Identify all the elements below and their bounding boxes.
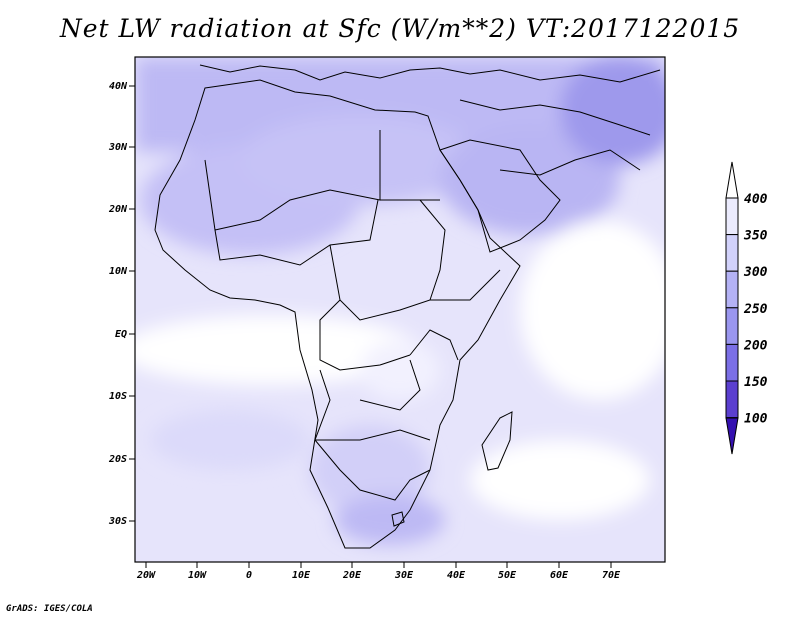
lat-tick-label: 40N	[109, 81, 128, 92]
lon-tick-label: 20E	[342, 570, 362, 581]
lon-tick-label: 10W	[188, 570, 207, 581]
lat-tick-label: 30S	[108, 516, 127, 527]
lat-tick-label: EQ	[115, 329, 127, 340]
grads-credit: GrADS: IGES/COLA	[6, 604, 93, 614]
lat-tick-label: 20S	[108, 454, 127, 465]
lat-tick-label: 10N	[109, 266, 128, 277]
colorbar-label: 200	[743, 338, 768, 353]
colorbar-segment	[725, 380, 739, 419]
lat-tick-label: 30N	[108, 142, 128, 153]
map-title: Net LW radiation at Sfc (W/m**2) VT:2017…	[59, 14, 741, 43]
lon-tick-label: 40E	[447, 570, 466, 581]
colorbar-label: 350	[743, 229, 768, 244]
colorbar-segment	[725, 234, 739, 272]
colorbar: 400 350 300 250 200 150 100	[725, 161, 768, 455]
colorbar-segment	[725, 307, 739, 345]
radiation-field	[135, 57, 665, 562]
colorbar-label: 250	[743, 302, 768, 317]
lon-tick-label: 70E	[602, 570, 621, 581]
colorbar-upper-arrow	[725, 161, 739, 199]
colorbar-segment	[725, 343, 739, 382]
lon-tick-label: 30E	[394, 570, 414, 581]
colorbar-segment	[725, 197, 739, 236]
latitude-axis: 40N 30N 20N 10N EQ 10S 20S 30S	[108, 81, 135, 527]
colorbar-label: 100	[744, 412, 768, 427]
lat-tick-label: 10S	[109, 391, 127, 402]
lon-tick-label: 50E	[498, 570, 517, 581]
colorbar-label: 300	[743, 265, 768, 280]
lon-tick-label: 10E	[292, 570, 311, 581]
lon-tick-label: 20W	[136, 570, 156, 581]
colorbar-lower-arrow	[725, 417, 739, 455]
colorbar-label: 150	[744, 375, 768, 390]
lon-tick-label: 0	[246, 570, 252, 581]
lon-tick-label: 60E	[550, 570, 569, 581]
map-frame	[134, 56, 666, 563]
longitude-axis: 20W 10W 0 10E 20E 30E 40E 50E 60E 70E	[136, 562, 621, 581]
lat-tick-label: 20N	[108, 204, 128, 215]
colorbar-label: 400	[744, 192, 768, 207]
coastlines	[154, 64, 661, 549]
colorbar-segment	[725, 270, 739, 309]
